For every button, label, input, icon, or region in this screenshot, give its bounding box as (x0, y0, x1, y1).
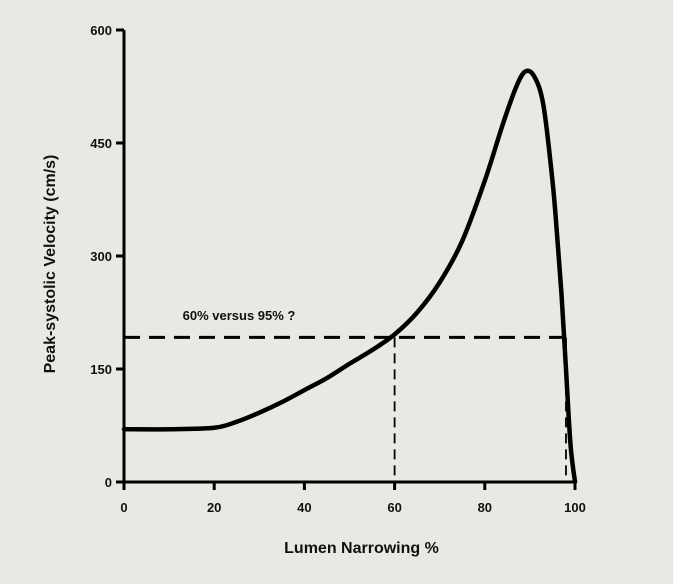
y-tick-label: 150 (90, 362, 112, 377)
y-tick-label: 300 (90, 249, 112, 264)
axes (122, 30, 575, 484)
y-ticks: 0 150 300 450 600 (90, 23, 124, 490)
x-tick-label: 20 (207, 500, 221, 515)
x-tick-label: 60 (387, 500, 401, 515)
x-ticks: 0 20 40 60 80 100 (120, 482, 586, 515)
reference-lines (124, 335, 567, 482)
y-tick-label: 600 (90, 23, 112, 38)
y-axis-title: Peak-systolic Velocity (cm/s) (42, 155, 59, 374)
x-tick-label: 0 (120, 500, 127, 515)
annotation-label: 60% versus 95% ? (183, 308, 296, 323)
y-tick-label: 0 (105, 475, 112, 490)
velocity-curve (121, 68, 578, 485)
x-tick-label: 80 (478, 500, 492, 515)
x-tick-label: 100 (564, 500, 586, 515)
x-axis-title: Lumen Narrowing % (284, 540, 439, 557)
y-tick-label: 450 (90, 136, 112, 151)
x-tick-label: 40 (297, 500, 311, 515)
